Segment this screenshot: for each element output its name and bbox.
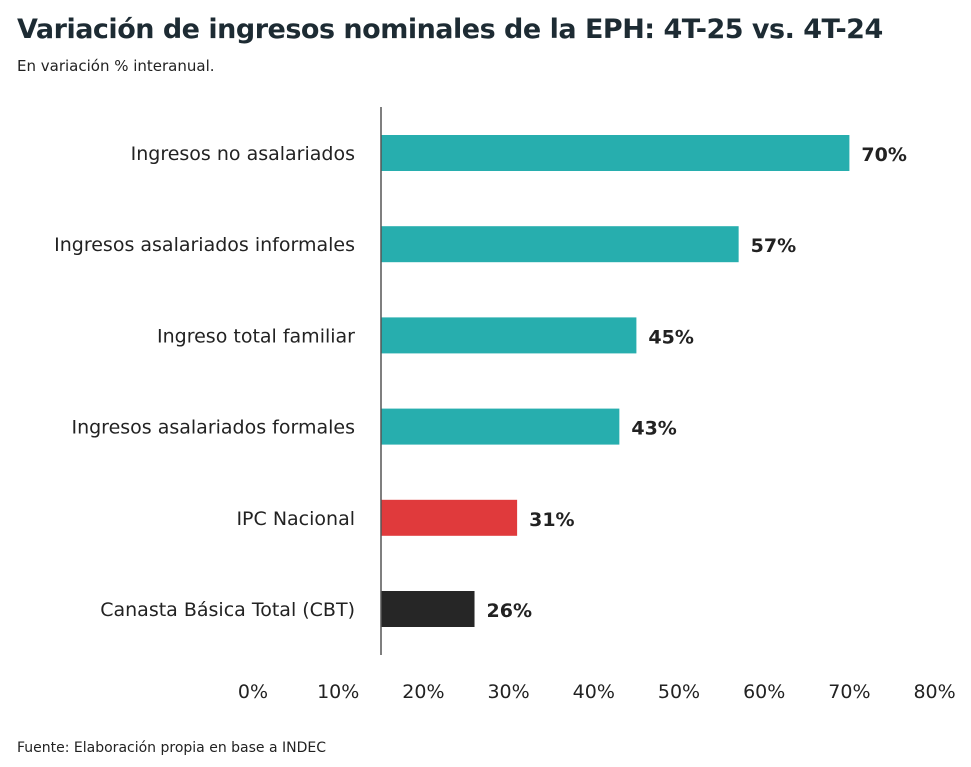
category-label: Ingreso total familiar bbox=[157, 325, 355, 347]
x-tick-label: 20% bbox=[402, 681, 444, 703]
bar bbox=[381, 591, 475, 627]
data-label: 57% bbox=[751, 235, 796, 257]
category-label: Ingresos asalariados formales bbox=[71, 417, 355, 439]
x-tick-label: 50% bbox=[658, 681, 700, 703]
data-label: 70% bbox=[861, 144, 906, 166]
category-label: IPC Nacional bbox=[236, 508, 355, 530]
x-tick-label: 10% bbox=[317, 681, 359, 703]
x-tick-label: 80% bbox=[913, 681, 955, 703]
data-label: 26% bbox=[487, 600, 532, 622]
x-tick-label: 30% bbox=[487, 681, 529, 703]
chart-subtitle: En variación % interanual. bbox=[17, 57, 215, 75]
source-note: Fuente: Elaboración propia en base a IND… bbox=[17, 740, 326, 756]
data-label: 43% bbox=[631, 418, 676, 440]
bar bbox=[381, 317, 637, 354]
x-tick-label: 70% bbox=[828, 681, 870, 703]
data-label: 45% bbox=[648, 326, 693, 348]
category-label: Ingresos asalariados informales bbox=[54, 234, 355, 256]
x-tick-label: 60% bbox=[743, 681, 785, 703]
x-tick-label: 40% bbox=[573, 681, 615, 703]
chart-title: Variación de ingresos nominales de la EP… bbox=[17, 14, 883, 45]
category-label: Canasta Básica Total (CBT) bbox=[100, 599, 355, 621]
x-tick-label: 0% bbox=[238, 681, 268, 703]
data-label: 31% bbox=[529, 509, 574, 531]
category-label: Ingresos no asalariados bbox=[131, 143, 355, 165]
bar bbox=[381, 408, 620, 445]
bar bbox=[381, 499, 518, 536]
bar bbox=[381, 135, 850, 171]
bar bbox=[381, 226, 739, 263]
